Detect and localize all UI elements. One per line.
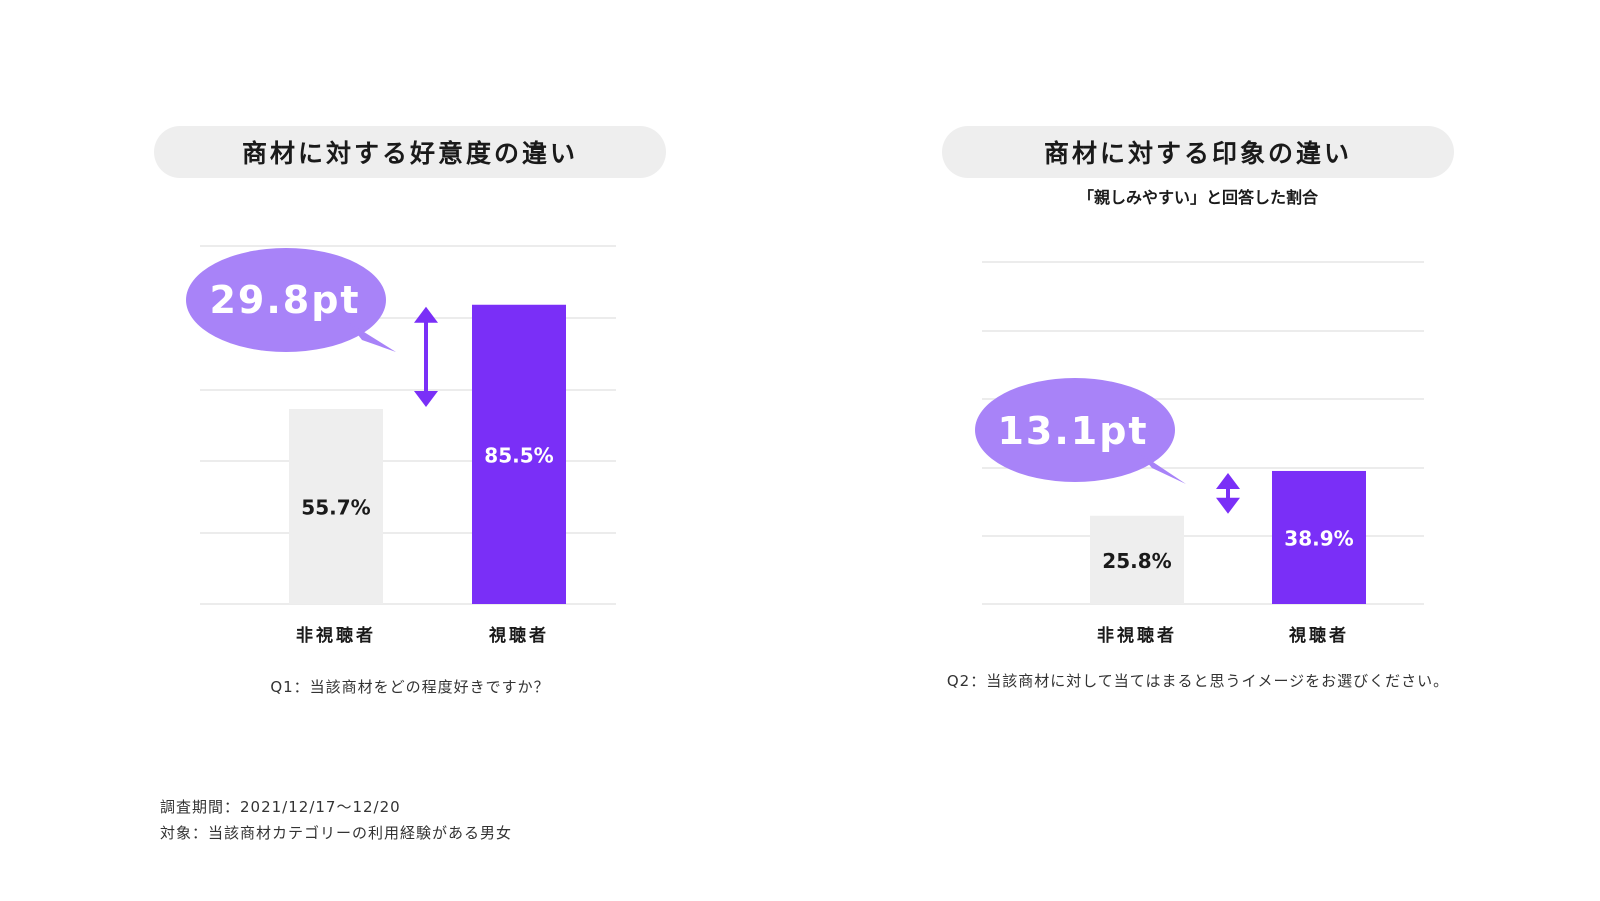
chart-title-pill: 商材に対する好意度の違い [154, 126, 666, 178]
bar-value-label: 85.5% [484, 443, 553, 467]
arrow-head-up-icon [1216, 472, 1240, 489]
survey-target: 対象：当該商材カテゴリーの利用経験がある男女 [160, 824, 513, 842]
question-text: Q1：当該商材をどの程度好きですか？ [270, 678, 550, 696]
bar-value-label: 55.7% [301, 496, 370, 520]
chart-title: 商材に対する好意度の違い [241, 139, 578, 168]
bar-viewer [1272, 470, 1366, 604]
arrow-head-up-icon [414, 306, 438, 323]
chart-title: 商材に対する印象の違い [1043, 139, 1352, 168]
category-label: 視聴者 [488, 625, 549, 646]
arrow-head-down-icon [1216, 497, 1240, 514]
bar-value-label: 38.9% [1284, 526, 1353, 550]
bar-viewer [472, 304, 566, 604]
category-label: 非視聴者 [296, 625, 376, 646]
bar-value-label: 25.8% [1102, 549, 1171, 573]
bubble-tail [1138, 452, 1186, 484]
bar-non-viewer [1090, 515, 1184, 604]
category-label: 非視聴者 [1097, 625, 1177, 646]
survey-period: 調査期間：2021/12/17〜12/20 [160, 798, 401, 816]
difference-label: 13.1pt [997, 409, 1148, 453]
chart-subtitle: 「親しみやすい」と回答した割合 [1077, 188, 1318, 207]
difference-label: 29.8pt [209, 278, 360, 322]
question-text: Q2：当該商材に対して当てはまると思うイメージをお選びください。 [946, 672, 1450, 690]
category-label: 視聴者 [1288, 625, 1349, 646]
difference-bubble [975, 378, 1175, 482]
arrow-head-down-icon [414, 391, 438, 408]
bar-non-viewer [289, 409, 383, 604]
bubble-tail [348, 322, 396, 352]
chart-title-pill: 商材に対する印象の違い [942, 126, 1454, 178]
difference-bubble [186, 248, 386, 352]
